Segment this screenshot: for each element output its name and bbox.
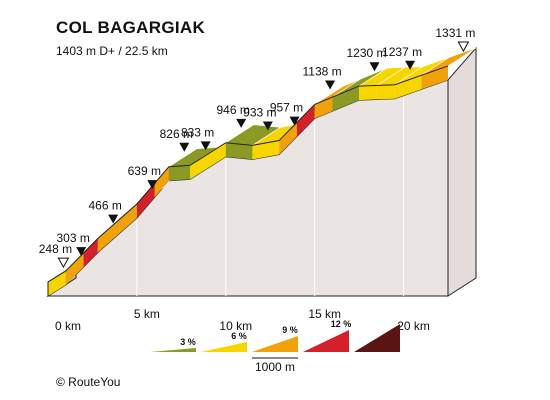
elevation-label: 1230 m bbox=[346, 46, 386, 60]
peak-marker bbox=[76, 247, 87, 257]
gradient-segment-front bbox=[119, 203, 137, 234]
legend-label: 9 % bbox=[282, 325, 298, 335]
gradient-segment-front bbox=[48, 271, 66, 296]
x-tick-label: 15 km bbox=[308, 307, 341, 321]
gradient-segment-front bbox=[252, 140, 280, 160]
gradient-segment-front bbox=[421, 65, 448, 90]
gradient-segment-front bbox=[136, 183, 155, 218]
gradient-segment-front bbox=[296, 104, 315, 137]
elevation-label: 639 m bbox=[128, 164, 161, 178]
gradient-segment-front bbox=[225, 142, 253, 160]
elevation-label: 466 m bbox=[88, 199, 121, 213]
peak-marker bbox=[147, 180, 158, 190]
gradient-segment-front bbox=[394, 75, 422, 99]
x-tick-label: 5 km bbox=[134, 307, 160, 321]
peak-marker bbox=[108, 214, 119, 224]
gradient-segment-front bbox=[332, 86, 360, 112]
legend-swatch bbox=[201, 342, 247, 352]
endpoint-marker bbox=[457, 41, 470, 53]
elevation-label: 833 m bbox=[181, 125, 214, 139]
peak-marker bbox=[369, 62, 380, 72]
chart-title: COL BAGARGIAK bbox=[56, 18, 206, 37]
gradient-segment-front bbox=[314, 97, 333, 119]
gradient-segment-front bbox=[279, 122, 297, 155]
elevation-label: 1237 m bbox=[382, 45, 422, 59]
credit-label: © RouteYou bbox=[56, 375, 121, 389]
gradient-segment-front bbox=[168, 165, 191, 181]
peak-marker bbox=[262, 121, 273, 131]
gradient-segment-front bbox=[154, 166, 169, 198]
legend-swatch bbox=[150, 348, 196, 352]
chart-subtitle: 1403 m D+ / 22.5 km bbox=[56, 44, 168, 58]
legend-swatch bbox=[303, 330, 349, 352]
elevation-label: 933 m bbox=[243, 105, 276, 119]
elevation-label: 946 m bbox=[216, 103, 249, 117]
gradient-segment-front bbox=[208, 142, 226, 169]
peak-marker bbox=[200, 141, 211, 151]
elevation-label: 1138 m bbox=[302, 65, 341, 79]
endpoint-marker bbox=[57, 257, 70, 269]
legend-label: 12 % bbox=[331, 319, 352, 329]
x-tick-label: 10 km bbox=[219, 319, 252, 333]
profile-side-face bbox=[447, 46, 477, 297]
profile-outline bbox=[47, 65, 449, 296]
gradient-segment-front bbox=[359, 85, 377, 101]
legend-swatch bbox=[252, 336, 298, 352]
peak-marker bbox=[325, 80, 336, 90]
gradient-segment-front bbox=[83, 238, 98, 267]
elevation-label: 826 m bbox=[160, 127, 193, 141]
peak-marker bbox=[289, 116, 300, 126]
elevation-label: 957 m bbox=[270, 101, 303, 115]
peak-marker bbox=[179, 142, 190, 152]
peak-marker bbox=[405, 60, 416, 70]
elevation-label: 1331 m bbox=[435, 26, 475, 40]
peak-marker bbox=[236, 118, 247, 128]
scale-label: 1000 m bbox=[255, 360, 295, 374]
gradient-segment-front bbox=[65, 252, 84, 286]
legend-swatch bbox=[354, 324, 400, 352]
elevation-label: 303 m bbox=[56, 231, 89, 245]
legend-label: 3 % bbox=[180, 337, 196, 347]
gradient-segment-front bbox=[376, 84, 395, 100]
legend-label: 6 % bbox=[231, 331, 247, 341]
gradient-segment-front bbox=[190, 154, 208, 180]
elevation-label: 248 m bbox=[39, 242, 72, 256]
x-tick-label: 20 km bbox=[397, 319, 430, 333]
x-tick-label: 0 km bbox=[55, 319, 81, 333]
gradient-segment-front bbox=[97, 219, 120, 253]
